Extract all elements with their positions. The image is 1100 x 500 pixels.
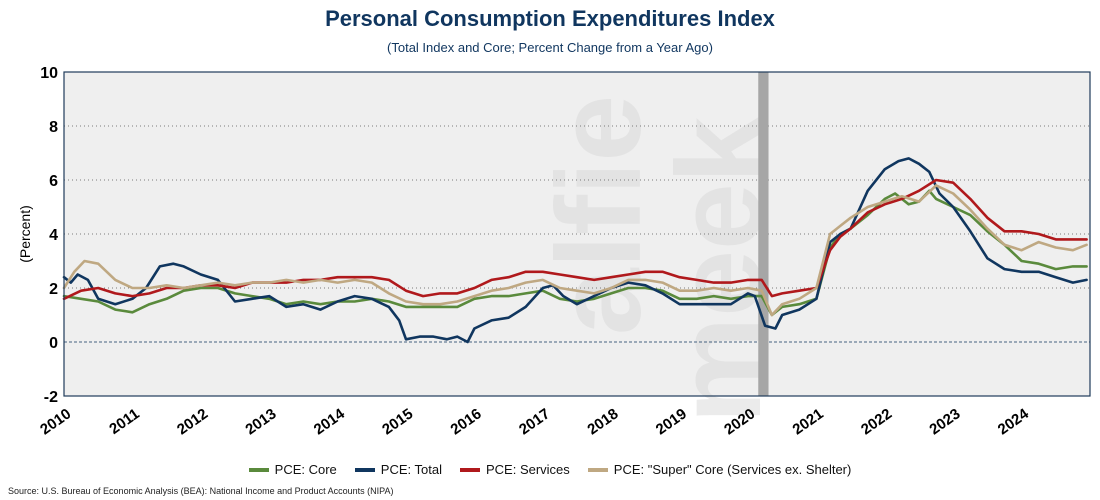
y-tick-label: -2 (44, 389, 58, 406)
recession-band (758, 72, 769, 396)
x-tick-label: 2021 (790, 405, 827, 438)
legend-swatch-core (248, 467, 269, 472)
x-tick-label: 2017 (516, 405, 553, 438)
x-tick-label: 2015 (379, 405, 416, 438)
x-tick-label: 2014 (311, 405, 349, 438)
x-tick-label: 2011 (106, 405, 142, 438)
x-tick-label: 2023 (926, 405, 963, 438)
series-line-1 (62, 157, 1088, 344)
y-tick-label: 0 (49, 335, 58, 352)
legend-item-core: PCE: Core (248, 462, 337, 477)
chart-subtitle: (Total Index and Core; Percent Change fr… (387, 40, 713, 55)
y-tick-label: 4 (49, 227, 58, 244)
plot-border (63, 71, 1091, 397)
series-line-2 (62, 178, 1088, 301)
legend-label-core: PCE: Core (274, 462, 337, 477)
legend-item-total: PCE: Total (354, 462, 442, 477)
chart-legend: PCE: Core PCE: Total PCE: Services PCE: … (0, 462, 1100, 477)
legend-label-supercore: PCE: "Super" Core (Services ex. Shelter) (613, 462, 852, 477)
legend-item-services: PCE: Services (459, 462, 570, 477)
x-tick-label: 2012 (174, 405, 211, 438)
legend-swatch-supercore (587, 467, 608, 472)
series-line-3 (62, 184, 1088, 317)
y-tick-label: 6 (49, 173, 58, 190)
source-note: Source: U.S. Bureau of Economic Analysis… (8, 486, 394, 496)
chart-title: Personal Consumption Expenditures Index (325, 6, 775, 31)
y-axis-label: (Percent) (17, 205, 33, 263)
legend-label-total: PCE: Total (380, 462, 442, 477)
x-tick-label: 2013 (242, 405, 279, 438)
x-tick-label: 2024 (995, 405, 1033, 438)
legend-swatch-services (459, 467, 480, 472)
y-tick-label: 2 (49, 281, 58, 298)
legend-swatch-total (354, 467, 375, 472)
x-tick-label: 2022 (858, 405, 895, 438)
x-tick-label: 2016 (448, 405, 485, 438)
watermark-text-1: alfie (532, 95, 666, 335)
y-tick-label: 8 (49, 119, 58, 136)
y-tick-label: 10 (40, 65, 58, 82)
x-tick-label: 2018 (584, 405, 621, 438)
legend-label-services: PCE: Services (485, 462, 570, 477)
x-tick-label: 2010 (37, 405, 74, 438)
legend-item-supercore: PCE: "Super" Core (Services ex. Shelter) (587, 462, 852, 477)
